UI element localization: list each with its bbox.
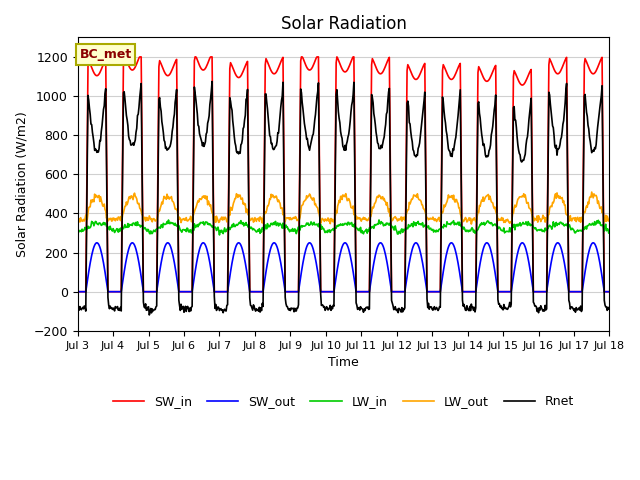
LW_in xyxy=(192,223,200,228)
SW_in xyxy=(139,212,147,217)
SW_out xyxy=(221,289,228,295)
Title: Solar Radiation: Solar Radiation xyxy=(280,15,406,33)
Rnet xyxy=(425,300,433,306)
Line: SW_in: SW_in xyxy=(77,57,609,292)
Y-axis label: Solar Radiation (W/m2): Solar Radiation (W/m2) xyxy=(15,111,28,257)
Rnet xyxy=(193,104,200,109)
LW_in xyxy=(83,226,91,232)
Rnet xyxy=(605,306,612,312)
Legend: SW_in, SW_out, LW_in, LW_out, Rnet: SW_in, SW_out, LW_in, LW_out, Rnet xyxy=(108,390,579,413)
LW_in xyxy=(409,224,417,229)
Rnet xyxy=(83,159,91,165)
LW_in xyxy=(216,232,223,238)
LW_out xyxy=(423,215,431,221)
LW_in xyxy=(425,223,433,229)
LW_out xyxy=(138,212,146,217)
Rnet xyxy=(409,147,417,153)
Text: BC_met: BC_met xyxy=(79,48,132,61)
LW_out xyxy=(588,189,596,195)
SW_in xyxy=(120,54,128,60)
SW_out xyxy=(424,289,431,295)
LW_out xyxy=(83,216,91,222)
SW_in xyxy=(193,55,200,61)
Line: LW_out: LW_out xyxy=(77,192,609,224)
SW_in xyxy=(408,72,416,78)
SW_out xyxy=(93,240,100,246)
Line: LW_in: LW_in xyxy=(77,220,609,235)
Rnet xyxy=(208,79,216,84)
Rnet xyxy=(221,308,229,313)
Rnet xyxy=(138,157,146,163)
X-axis label: Time: Time xyxy=(328,356,359,369)
LW_in xyxy=(221,225,228,231)
LW_out xyxy=(220,217,228,223)
SW_in xyxy=(221,289,228,295)
LW_out xyxy=(74,216,81,222)
LW_in xyxy=(605,230,612,236)
Line: Rnet: Rnet xyxy=(77,82,609,315)
LW_out xyxy=(467,221,475,227)
LW_in xyxy=(375,217,383,223)
LW_in xyxy=(74,228,81,234)
LW_out xyxy=(605,218,612,224)
LW_out xyxy=(192,205,200,211)
SW_in xyxy=(83,139,91,144)
Rnet xyxy=(74,304,81,310)
SW_out xyxy=(408,246,416,252)
SW_out xyxy=(605,289,612,295)
SW_out xyxy=(193,260,200,266)
Rnet xyxy=(145,312,153,318)
SW_out xyxy=(139,284,147,289)
SW_in xyxy=(74,289,81,295)
LW_in xyxy=(138,223,146,229)
Line: SW_out: SW_out xyxy=(77,243,609,292)
SW_in xyxy=(605,289,612,295)
SW_out xyxy=(74,289,81,295)
SW_out xyxy=(83,279,91,285)
SW_in xyxy=(424,289,431,295)
LW_out xyxy=(408,196,415,202)
